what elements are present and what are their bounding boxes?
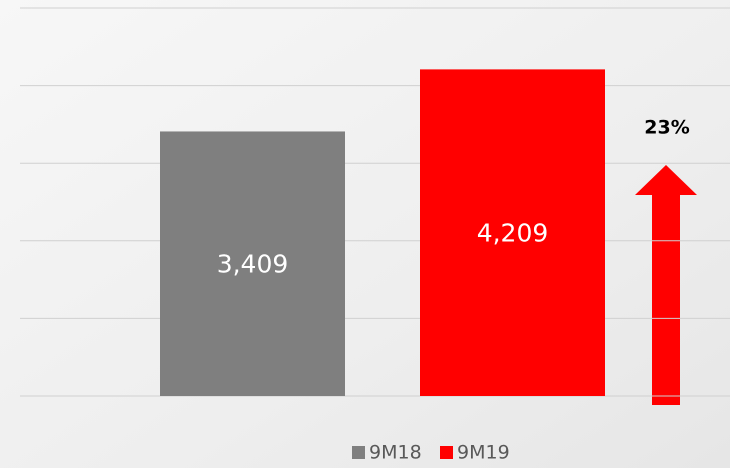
value-label: 3,409: [217, 250, 289, 279]
arrow-shaft: [652, 193, 680, 405]
legend-swatch: [352, 446, 365, 459]
value-label: 4,209: [477, 219, 549, 248]
arrow-head: [635, 165, 697, 195]
legend-label: 9M19: [457, 442, 510, 464]
legend-label: 9M18: [369, 442, 422, 464]
bar: [420, 69, 605, 397]
bar: [160, 131, 345, 396]
legend-swatch: [440, 446, 453, 459]
growth-annotation: 23%: [644, 117, 689, 139]
